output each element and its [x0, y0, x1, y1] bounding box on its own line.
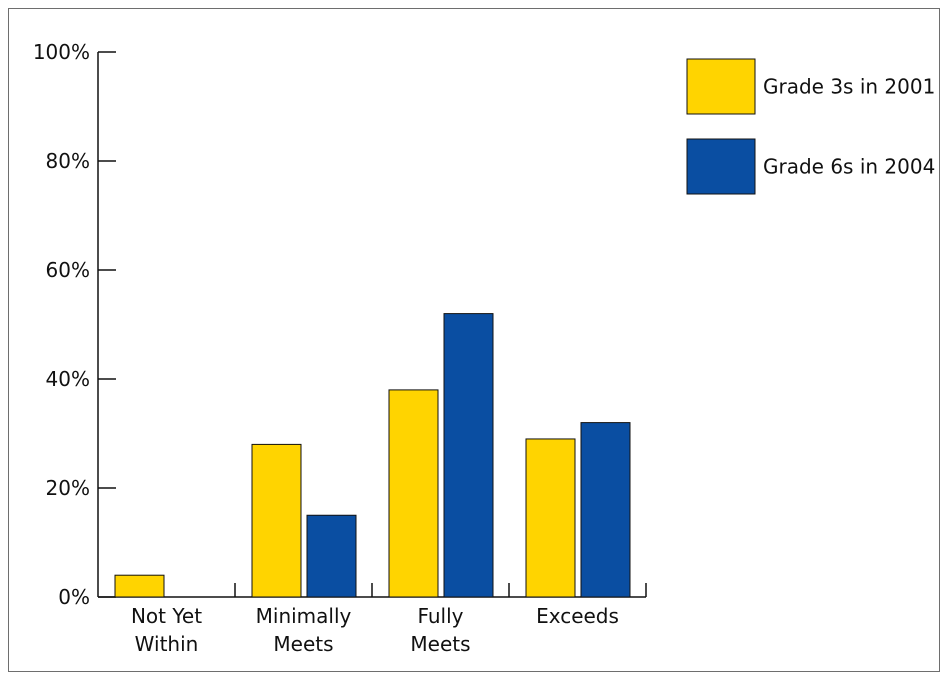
x-category-label: Exceeds: [536, 604, 619, 628]
legend-label: Grade 3s in 2001: [763, 75, 935, 99]
bar: [443, 313, 494, 598]
y-tick-label: 0%: [58, 585, 90, 609]
y-axis: 0% 20% 40% 60% 80% 100%: [33, 40, 116, 609]
legend-swatch: [686, 58, 756, 115]
x-category-label: Fully Meets: [410, 604, 470, 656]
bar: [525, 438, 576, 598]
y-tick-label: 60%: [46, 258, 90, 282]
x-category-label: Not Yet Within: [131, 604, 202, 656]
y-tick-label: 100%: [33, 40, 90, 64]
legend-swatch: [686, 138, 756, 195]
bar: [251, 443, 302, 598]
y-tick-label: 20%: [46, 476, 90, 500]
bar: [306, 514, 357, 598]
bar: [580, 422, 631, 598]
bar: [114, 574, 165, 598]
y-tick-label: 80%: [46, 149, 90, 173]
x-category-label: Minimally Meets: [256, 604, 352, 656]
bar: [388, 389, 439, 598]
y-tick-label: 40%: [46, 367, 90, 391]
bars: [114, 313, 631, 598]
legend-label: Grade 6s in 2004: [763, 155, 935, 179]
legend: Grade 3s in 2001 Grade 6s in 2004: [686, 58, 935, 195]
